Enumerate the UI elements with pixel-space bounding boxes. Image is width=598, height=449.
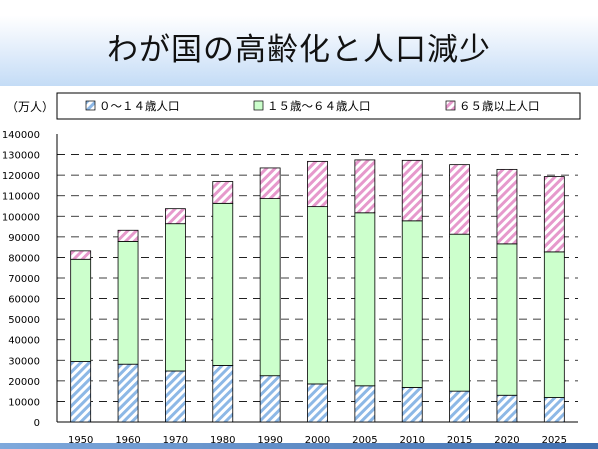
bar-segment-2005-2	[354, 159, 376, 214]
bar-segment-2025-0	[543, 397, 565, 423]
x-tick-label: 2005	[352, 435, 377, 446]
bar-segment-2015-1	[449, 233, 470, 392]
legend-label-2: ６５歳以上人口	[459, 99, 540, 113]
bar-segment-2010-1	[401, 220, 423, 388]
x-tick-label: 2010	[400, 435, 425, 446]
x-tick-label: 2015	[447, 435, 472, 446]
bar-segment-1970-1	[165, 223, 186, 372]
bar-segment-1980-0	[212, 365, 234, 423]
y-tick-label: 20000	[8, 377, 40, 388]
legend-label-0: ０～１４歳人口	[99, 99, 180, 113]
y-axis-label: （万人）	[6, 100, 54, 114]
bar-segment-2015-2	[449, 164, 470, 235]
bar-segment-1990-1	[259, 198, 281, 377]
x-tick-label: 1960	[115, 435, 140, 446]
bar-segment-2025-1	[543, 251, 565, 398]
bar-segment-1970-0	[165, 370, 186, 423]
title-band	[0, 0, 598, 86]
bar-segment-2020-2	[496, 168, 518, 245]
bar-segment-2010-0	[401, 387, 423, 423]
page-title: わが国の高齢化と人口減少	[107, 32, 491, 68]
bar-segment-2000-1	[307, 206, 328, 385]
x-tick-label: 1990	[257, 435, 282, 446]
legend-label-1: １５歳～６４歳人口	[267, 99, 371, 113]
y-tick-label: 0	[34, 418, 40, 429]
y-tick-label: 40000	[8, 336, 40, 347]
y-tick-label: 140000	[2, 130, 40, 141]
x-tick-label: 2025	[542, 435, 567, 446]
bar-segment-1960-2	[117, 229, 139, 242]
y-tick-label: 70000	[8, 274, 40, 285]
bar-segment-1950-1	[70, 258, 92, 362]
bar-segment-2015-0	[449, 390, 470, 423]
y-tick-label: 60000	[8, 295, 40, 306]
legend-swatch-2	[445, 100, 456, 111]
bar-segment-1990-0	[259, 375, 281, 423]
bar-segment-1980-1	[212, 202, 234, 366]
x-tick-label: 2020	[494, 435, 519, 446]
bar-segment-2005-1	[354, 212, 376, 387]
y-tick-label: 130000	[2, 151, 40, 162]
bar-segment-2010-2	[401, 159, 423, 222]
x-tick-label: 1970	[163, 435, 188, 446]
legend: ０～１４歳人口 １５歳～６４歳人口 ６５歳以上人口	[56, 92, 581, 120]
bar-segment-2005-0	[354, 385, 376, 423]
bar-segment-1960-1	[117, 240, 139, 365]
bar-segment-1970-2	[165, 208, 186, 225]
y-tick-label: 90000	[8, 233, 40, 244]
x-tick-label: 1950	[68, 435, 93, 446]
bar-segment-1950-2	[70, 250, 92, 260]
bar-segment-2025-2	[543, 176, 565, 253]
bar-segment-2020-0	[496, 394, 518, 423]
bar-segment-1960-0	[117, 363, 139, 423]
legend-swatch-0	[85, 100, 96, 111]
x-tick-label: 1980	[210, 435, 235, 446]
y-tick-label: 50000	[8, 315, 40, 326]
y-tick-label: 120000	[2, 171, 40, 182]
y-tick-label: 100000	[2, 212, 40, 223]
legend-box	[56, 92, 581, 120]
y-tick-label: 10000	[8, 397, 40, 408]
bar-segment-1990-2	[259, 167, 281, 199]
bottom-rule	[0, 443, 598, 449]
legend-swatch-1	[253, 100, 264, 111]
bar-segment-2000-2	[307, 160, 328, 208]
bar-segment-1980-2	[212, 181, 234, 204]
bar-segment-2020-1	[496, 243, 518, 396]
x-tick-label: 2000	[305, 435, 330, 446]
bar-segment-2000-0	[307, 383, 328, 423]
y-tick-label: 30000	[8, 356, 40, 367]
y-tick-label: 110000	[2, 192, 40, 203]
y-tick-label: 80000	[8, 253, 40, 264]
bar-segment-1950-0	[70, 361, 92, 423]
